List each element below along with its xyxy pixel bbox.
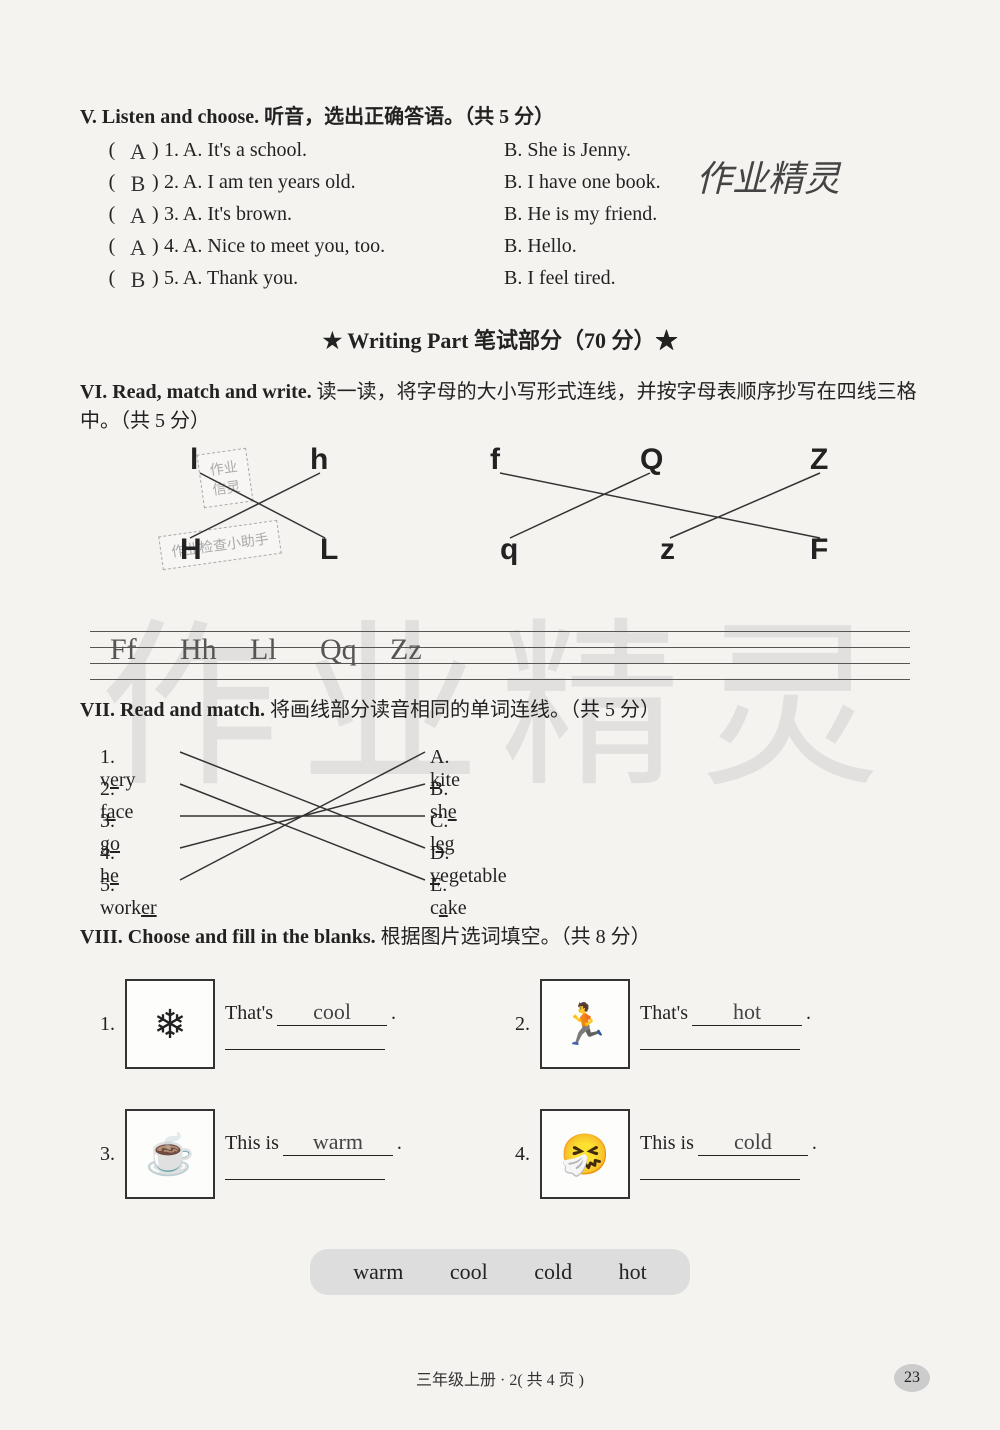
- handwritten-answer: B: [124, 267, 152, 293]
- match-right-item: E. cake: [430, 874, 467, 920]
- writing-part-header: ★ Writing Part 笔试部分（70 分）★: [80, 323, 920, 355]
- item-number: 3.: [100, 1143, 115, 1166]
- handwritten-letter: Hh: [180, 633, 217, 667]
- open-paren: (: [100, 171, 124, 197]
- close-paren: ): [152, 235, 164, 261]
- fill-blank-item: 2. 🏃 That's hot.: [515, 979, 900, 1069]
- item-number: 2.: [515, 1013, 530, 1036]
- handwritten-answer: A: [124, 139, 152, 165]
- section-v-item: (A) 3. A. It's brown.B. He is my friend.: [100, 203, 920, 229]
- sentence-text: This is: [225, 1132, 279, 1155]
- match-letter-top: Z: [810, 443, 828, 477]
- option-a: 5. A. Thank you.: [164, 267, 504, 293]
- page-number: 23: [894, 1364, 930, 1392]
- second-blank-line: [640, 1032, 800, 1050]
- open-paren: (: [100, 203, 124, 229]
- match-letter-top: f: [490, 443, 500, 477]
- fill-blank-item: 1. ❄ That's cool.: [100, 979, 485, 1069]
- four-line-grid: Ff Hh Ll Qq Zz: [90, 623, 910, 683]
- option-b: B. I feel tired.: [504, 267, 920, 293]
- section-vii-title-rest: 将画线部分读音相同的单词连线。（共 5 分）: [265, 699, 660, 721]
- word-bank-word: cold: [534, 1259, 572, 1285]
- picture-box: ❄: [125, 979, 215, 1069]
- match-letter-bottom: F: [810, 533, 828, 567]
- match-left-item: 5. worker: [100, 874, 157, 920]
- picture-box: 🏃: [540, 979, 630, 1069]
- period: .: [812, 1132, 817, 1155]
- section-vii-match-lines: [100, 730, 600, 910]
- sentence-text: That's: [640, 1002, 688, 1025]
- item-number: 4.: [515, 1143, 530, 1166]
- section-v-title: V. Listen and choose. 听音，选出正确答语。（共 5 分）: [80, 100, 920, 129]
- handwritten-answer: B: [124, 171, 152, 197]
- period: .: [806, 1002, 811, 1025]
- item-number: 1.: [100, 1013, 115, 1036]
- match-letter-bottom: q: [500, 533, 518, 567]
- section-vii-title-bold: VII. Read and match.: [80, 699, 265, 721]
- section-vii-match-area: 1. very2. face3. go4. he5. worker A. kit…: [100, 730, 920, 910]
- handwritten-answer: warm: [283, 1129, 393, 1156]
- corner-handwriting: 作业精灵: [696, 150, 840, 202]
- open-paren: (: [100, 235, 124, 261]
- match-letter-bottom: H: [180, 533, 202, 567]
- handwritten-letter: Qq: [320, 633, 357, 667]
- open-paren: (: [100, 139, 124, 165]
- match-letter-top: h: [310, 443, 328, 477]
- word-bank-word: hot: [619, 1259, 647, 1285]
- sentence-text: This is: [640, 1132, 694, 1155]
- second-blank-line: [225, 1032, 385, 1050]
- period: .: [391, 1002, 396, 1025]
- close-paren: ): [152, 203, 164, 229]
- word-bank-word: warm: [353, 1259, 403, 1285]
- page-footer: 三年级上册 · 2( 共 4 页 ): [0, 1366, 1000, 1390]
- close-paren: ): [152, 171, 164, 197]
- section-vi-match-lines: [170, 443, 890, 583]
- section-v-item: (A) 4. A. Nice to meet you, too.B. Hello…: [100, 235, 920, 261]
- section-vi-title: VI. Read, match and write. 读一读，将字母的大小写形式…: [80, 375, 920, 433]
- handwritten-answer: A: [124, 203, 152, 229]
- sentence-text: That's: [225, 1002, 273, 1025]
- option-a: 4. A. Nice to meet you, too.: [164, 235, 504, 261]
- section-viii-title-bold: VIII. Choose and fill in the blanks.: [80, 926, 376, 948]
- section-vii-title: VII. Read and match. 将画线部分读音相同的单词连线。（共 5…: [80, 693, 920, 722]
- handwritten-answer: cool: [277, 999, 387, 1026]
- period: .: [397, 1132, 402, 1155]
- word-bank: warm cool cold hot: [310, 1249, 690, 1295]
- handwritten-answer: cold: [698, 1129, 808, 1156]
- handwritten-letter: Ff: [110, 633, 137, 667]
- handwritten-letter: Ll: [250, 633, 277, 667]
- handwritten-answer: A: [124, 235, 152, 261]
- match-letter-top: Q: [640, 443, 663, 477]
- match-letter-bottom: z: [660, 533, 675, 567]
- section-v-item: (B) 5. A. Thank you.B. I feel tired.: [100, 267, 920, 293]
- option-b: B. He is my friend.: [504, 203, 920, 229]
- section-viii-title-rest: 根据图片选词填空。（共 8 分）: [376, 926, 651, 948]
- word-bank-word: cool: [450, 1259, 488, 1285]
- second-blank-line: [640, 1162, 800, 1180]
- option-a: 2. A. I am ten years old.: [164, 171, 504, 197]
- option-a: 3. A. It's brown.: [164, 203, 504, 229]
- section-viii-grid: 1.❄That's cool.2.🏃That's hot.3.☕This is …: [100, 979, 900, 1199]
- close-paren: ): [152, 267, 164, 293]
- open-paren: (: [100, 267, 124, 293]
- picture-box: 🤧: [540, 1109, 630, 1199]
- option-a: 1. A. It's a school.: [164, 139, 504, 165]
- picture-box: ☕: [125, 1109, 215, 1199]
- close-paren: ): [152, 139, 164, 165]
- fill-blank-item: 4. 🤧 This is cold.: [515, 1109, 900, 1199]
- second-blank-line: [225, 1162, 385, 1180]
- match-letter-bottom: L: [320, 533, 338, 567]
- handwritten-letter: Zz: [390, 633, 422, 667]
- option-b: B. Hello.: [504, 235, 920, 261]
- section-viii-title: VIII. Choose and fill in the blanks. 根据图…: [80, 920, 920, 949]
- handwritten-answer: hot: [692, 999, 802, 1026]
- section-vi-title-bold: VI. Read, match and write.: [80, 381, 312, 403]
- section-vi-match-area: 作业信灵 作业检查小助手 lhfQZHLqzF: [170, 443, 900, 623]
- fill-blank-item: 3. ☕ This is warm.: [100, 1109, 485, 1199]
- match-letter-top: l: [190, 443, 198, 477]
